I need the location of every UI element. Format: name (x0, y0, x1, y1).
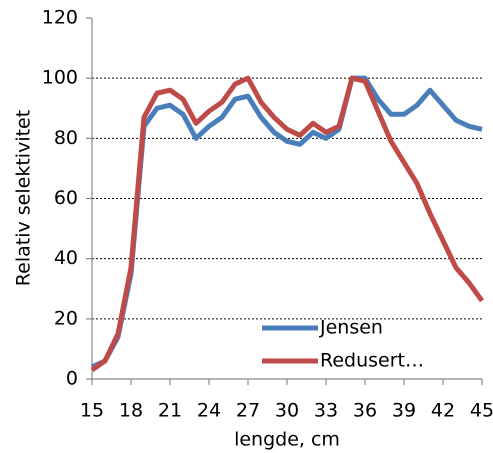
x-tick-label: 18 (119, 400, 143, 422)
x-tick-label: 45 (470, 400, 493, 422)
y-tick-label: 120 (42, 7, 78, 29)
y-tick-label: 40 (54, 247, 78, 269)
x-tick-label: 42 (431, 400, 455, 422)
y-tick-label: 60 (54, 187, 78, 209)
x-tick-label: 33 (314, 400, 338, 422)
y-tick-label: 80 (54, 127, 78, 149)
legend-label: Jensen (319, 317, 383, 339)
x-tick-label: 21 (158, 400, 182, 422)
series-line (90, 75, 483, 370)
y-tick-label: 100 (42, 67, 78, 89)
x-tick-label: 27 (236, 400, 260, 422)
series-line (90, 75, 485, 373)
legend-label: Redusert… (320, 350, 424, 372)
x-axis-label: lengde, cm (234, 429, 340, 451)
x-tick-label: 24 (197, 400, 221, 422)
x-tick-label: 36 (353, 400, 377, 422)
x-tick-label: 15 (80, 400, 104, 422)
x-tick-label: 30 (275, 400, 299, 422)
y-tick-label: 0 (66, 368, 78, 390)
y-tick-label: 20 (54, 307, 78, 329)
x-tick-label: 39 (392, 400, 416, 422)
y-axis-label: Relativ selektivitet (13, 110, 35, 286)
